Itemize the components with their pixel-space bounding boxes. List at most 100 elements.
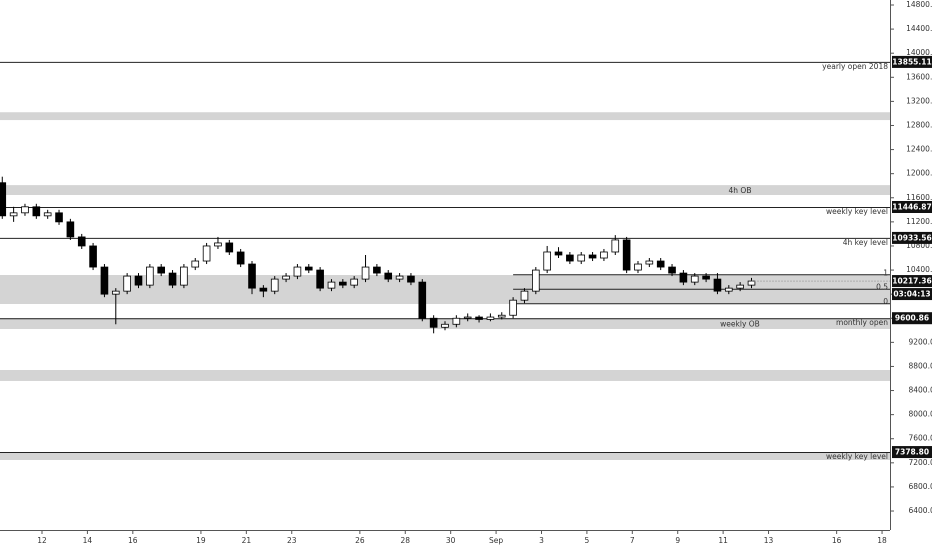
zone-label: weekly OB — [720, 319, 760, 328]
candle-body — [395, 275, 404, 280]
price-tag — [892, 55, 932, 68]
candle-body — [486, 316, 495, 320]
candle-body — [690, 275, 699, 283]
candle-body — [475, 316, 483, 320]
y-tick-label: 13600.00 — [906, 72, 932, 81]
candle-body — [0, 182, 7, 217]
x-tick-label: 18 — [877, 536, 887, 545]
y-tick-label: 12800.00 — [906, 120, 932, 129]
price-tag — [892, 275, 932, 288]
candle-body — [259, 287, 268, 292]
x-tick-label: 7 — [630, 536, 635, 545]
candle-body — [168, 272, 177, 286]
fib-label: 0.5 — [876, 283, 888, 292]
candle-body — [236, 251, 245, 265]
price-tag-label: 7378.80 — [895, 448, 929, 457]
candle-body — [429, 317, 438, 328]
candle-body — [373, 266, 381, 274]
candle-body — [645, 260, 654, 265]
candle-body — [566, 254, 574, 262]
candle-body — [100, 266, 109, 295]
key-level-label: 4h key level — [843, 238, 888, 247]
y-tick-label: 6800.00 — [908, 482, 932, 491]
candle-body — [588, 254, 597, 259]
x-tick-label: 16 — [832, 536, 842, 545]
price-tag — [892, 200, 932, 213]
x-tick-label: 9 — [675, 536, 680, 545]
y-tick-label: 14800.00 — [906, 0, 932, 9]
x-tick-label: Sep — [489, 536, 503, 545]
candle-body — [123, 275, 131, 292]
candle-body — [66, 221, 75, 238]
candle-body — [43, 212, 52, 217]
candle-body — [111, 290, 120, 295]
candle-body — [327, 281, 336, 289]
x-tick-label: 21 — [242, 536, 252, 545]
candle-body — [89, 245, 97, 268]
zone — [0, 451, 890, 460]
candle-body — [634, 263, 642, 271]
candle-body — [304, 266, 313, 271]
x-tick-label: 26 — [355, 536, 365, 545]
countdown-box — [892, 288, 932, 301]
candle-body — [339, 281, 347, 286]
candle-body — [407, 275, 415, 283]
y-tick-label: 11200.00 — [906, 217, 932, 226]
candle-body — [9, 212, 18, 217]
price-tag-label: 11446.87 — [892, 202, 931, 211]
y-tick-label: 14000.00 — [906, 48, 932, 57]
y-tick-label: 12400.00 — [906, 145, 932, 154]
price-tag-label: 9600.86 — [895, 314, 929, 323]
candle-body — [77, 236, 86, 247]
y-tick-label: 13200.00 — [906, 96, 932, 105]
price-tag — [892, 446, 932, 459]
fib-label: 0 — [883, 297, 888, 306]
candle-body — [134, 275, 143, 286]
y-tick-label: 10400.00 — [906, 265, 932, 274]
x-tick-label: 30 — [446, 536, 456, 545]
price-tag-label: 10217.36 — [892, 277, 931, 286]
candle-body — [702, 275, 710, 280]
candle-body — [622, 239, 631, 271]
candle-body — [543, 251, 551, 271]
candle-body — [668, 266, 676, 274]
x-tick-label: 16 — [128, 536, 138, 545]
y-tick-label: 8400.00 — [908, 386, 932, 395]
candle-body — [418, 281, 427, 319]
x-tick-label: 14 — [83, 536, 93, 545]
price-tag-label: 10933.56 — [892, 233, 931, 242]
candle-body — [248, 263, 256, 289]
candle-body — [146, 266, 154, 286]
candle-body — [724, 287, 733, 292]
candle-body — [554, 251, 563, 256]
candle-body — [214, 242, 222, 247]
candle-body — [225, 242, 234, 253]
key-level-label: weekly key level — [826, 207, 888, 216]
candle-body — [463, 316, 472, 319]
price-tag-label: 13855.11 — [892, 57, 931, 66]
candle-body — [270, 278, 279, 292]
candle-body — [350, 278, 358, 286]
candle-body — [441, 323, 449, 328]
candle-body — [679, 272, 688, 283]
x-tick-label: 19 — [196, 536, 206, 545]
y-tick-label: 7600.00 — [908, 434, 932, 443]
candle-body — [656, 260, 665, 268]
x-tick-label: 5 — [585, 536, 590, 545]
zone — [0, 112, 890, 121]
candle-body — [180, 266, 188, 286]
candle-body — [611, 239, 620, 253]
x-tick-label: 3 — [539, 536, 544, 545]
y-tick-label: 6400.00 — [908, 506, 932, 515]
candle-body — [361, 266, 370, 280]
candle-body — [747, 280, 756, 286]
candle-body — [55, 212, 63, 223]
x-tick-label: 28 — [400, 536, 410, 545]
x-tick-label: 12 — [37, 536, 47, 545]
key-level-label: monthly open — [836, 318, 888, 327]
fib-label: 1 — [883, 268, 888, 277]
candle-body — [157, 266, 166, 274]
y-tick-label: 8800.00 — [908, 361, 932, 370]
y-tick-label: 8000.00 — [908, 410, 932, 419]
y-tick-label: 10800.00 — [906, 241, 932, 250]
